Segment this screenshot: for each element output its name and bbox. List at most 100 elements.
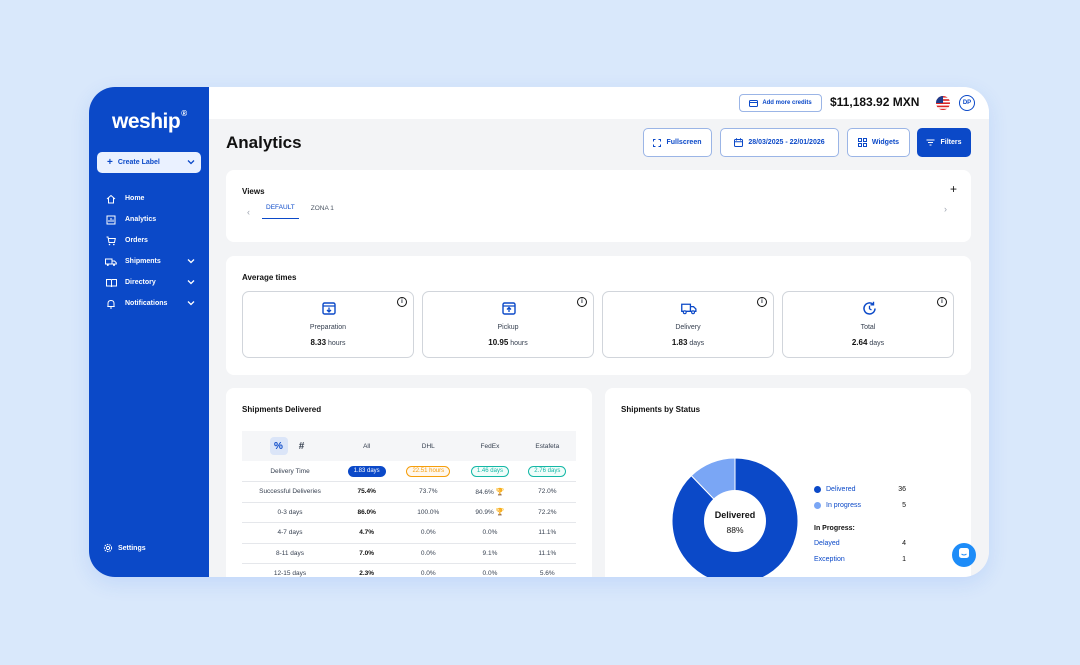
- sidebar-item-settings[interactable]: Settings: [103, 543, 146, 553]
- legend-item-delivered[interactable]: Delivered 36: [814, 482, 906, 498]
- table-row: 4-7 days 4.7% 0.0% 0.0% 11.1%: [242, 522, 576, 544]
- trophy-icon: 🏆: [495, 509, 505, 517]
- trophy-icon: 🏆: [495, 488, 505, 496]
- legend-count: 5: [902, 501, 906, 509]
- row-label: 4-7 days: [242, 522, 338, 544]
- views-card: Views + ‹ DEFAULT ZONA 1 ›: [226, 170, 971, 242]
- shipments-by-status-card: Shipments by Status Delivered 88% Delive…: [605, 388, 971, 577]
- legend-dot: [814, 486, 821, 494]
- table-cell: 86.0%: [338, 502, 396, 523]
- add-view-icon[interactable]: +: [949, 182, 957, 196]
- column-header[interactable]: All: [338, 431, 396, 461]
- filters-button[interactable]: Filters: [917, 128, 971, 157]
- table-row: 8-11 days 7.0% 0.0% 9.1% 11.1%: [242, 543, 576, 564]
- table-cell: 72.0%: [518, 481, 576, 503]
- sidebar-item-notifications[interactable]: Notifications: [105, 293, 195, 314]
- table-cell: 5.6%: [518, 563, 576, 577]
- table-cell: 0.0%: [395, 563, 462, 577]
- shipments-by-status-title: Shipments by Status: [621, 405, 701, 414]
- tab-default[interactable]: DEFAULT: [262, 204, 299, 219]
- grid-icon: [857, 138, 867, 147]
- delivery-time-badge: 1.83 days: [347, 465, 386, 477]
- status-legend: Delivered 36 In progress 5 In Progress: …: [814, 482, 906, 567]
- table-cell: 9.1%: [461, 543, 519, 564]
- logo[interactable]: weship®: [112, 109, 187, 133]
- delivery-time-badge: 2.76 days: [528, 465, 567, 477]
- chevron-down-icon[interactable]: [187, 300, 195, 308]
- create-label-button[interactable]: + Create Label: [97, 152, 201, 173]
- time-value: 8.33 hours: [310, 338, 346, 347]
- bell-icon: [105, 298, 117, 310]
- tab-zona-1[interactable]: ZONA 1: [310, 204, 334, 212]
- legend-label: In progress: [826, 501, 862, 509]
- fullscreen-button[interactable]: Fullscreen: [643, 128, 712, 157]
- sidebar-item-analytics[interactable]: Analytics: [105, 209, 195, 230]
- sidebar-item-label: Orders: [125, 237, 148, 244]
- gear-icon: [103, 543, 113, 553]
- avatar[interactable]: DP: [959, 95, 975, 111]
- table-cell: 0.0%: [461, 522, 519, 544]
- settings-label: Settings: [118, 544, 146, 552]
- chevron-down-icon[interactable]: [187, 159, 195, 167]
- delivery-time-card: i Delivery 1.83 days: [602, 291, 774, 358]
- table-cell: 84.6% 🏆: [461, 481, 519, 503]
- table-cell: 11.1%: [518, 522, 576, 544]
- chevron-left-icon[interactable]: ‹: [247, 206, 250, 217]
- date-range-button[interactable]: 28/03/2025 - 22/01/2026: [720, 128, 839, 157]
- box-down-icon: [321, 300, 337, 316]
- info-icon[interactable]: i: [577, 297, 587, 307]
- table-cell: 0.0%: [461, 563, 519, 577]
- chat-support-button[interactable]: [952, 543, 976, 567]
- shipments-delivered-card: Shipments Delivered % # All DHL FedEx: [226, 388, 592, 577]
- table-cell: 11.1%: [518, 543, 576, 564]
- table-cell: 4.7%: [338, 522, 396, 544]
- in-progress-label: Exception: [814, 555, 845, 563]
- info-icon[interactable]: i: [757, 297, 767, 307]
- legend-item-in-progress[interactable]: In progress 5: [814, 498, 906, 514]
- add-credits-button[interactable]: Add more credits: [739, 94, 822, 112]
- sidebar-nav: Home Analytics Orders Shipments Director…: [105, 188, 195, 314]
- donut-hole: [704, 490, 766, 552]
- sidebar-item-directory[interactable]: Directory: [105, 272, 195, 293]
- sidebar-item-label: Analytics: [125, 216, 157, 223]
- cart-icon: [105, 235, 117, 247]
- donut-center-label: Delivered: [715, 510, 756, 520]
- percent-toggle-button[interactable]: %: [269, 437, 288, 455]
- sidebar-item-home[interactable]: Home: [105, 188, 195, 209]
- us-flag-icon[interactable]: [936, 96, 950, 110]
- sidebar-item-orders[interactable]: Orders: [105, 230, 195, 251]
- table-cell: 75.4%: [338, 481, 396, 503]
- fullscreen-icon: [653, 138, 662, 147]
- chat-icon: [958, 546, 970, 564]
- info-icon[interactable]: i: [937, 297, 947, 307]
- date-range-label: 28/03/2025 - 22/01/2026: [748, 139, 825, 146]
- sidebar-item-label: Directory: [125, 279, 156, 286]
- in-progress-item-delayed[interactable]: Delayed 4: [814, 536, 906, 552]
- filter-icon: [926, 139, 935, 146]
- chevron-right-icon[interactable]: ›: [944, 204, 947, 214]
- widgets-button[interactable]: Widgets: [847, 128, 910, 157]
- column-header[interactable]: Estafeta: [518, 431, 576, 461]
- count-toggle-button[interactable]: #: [298, 440, 305, 452]
- in-progress-item-exception[interactable]: Exception 1: [814, 552, 906, 568]
- column-header[interactable]: FedEx: [461, 431, 519, 461]
- column-header[interactable]: DHL: [395, 431, 462, 461]
- in-progress-heading: In Progress:: [814, 525, 855, 532]
- table-header-row: % # All DHL FedEx Estafeta: [242, 431, 576, 461]
- info-icon[interactable]: i: [397, 297, 407, 307]
- table-cell: 0.0%: [395, 522, 462, 544]
- sidebar-item-label: Home: [125, 195, 145, 202]
- table-row: Delivery Time 1.83 days 22.51 hours 1.46…: [242, 461, 576, 482]
- row-label: 12-15 days: [242, 563, 338, 577]
- sidebar-item-label: Notifications: [125, 300, 168, 307]
- views-tabs: ‹ DEFAULT ZONA 1: [247, 204, 346, 219]
- chevron-down-icon[interactable]: [187, 279, 195, 287]
- average-times-title: Average times: [242, 273, 297, 282]
- table-cell: 90.9% 🏆: [461, 502, 519, 523]
- time-value: 2.64 days: [851, 338, 885, 347]
- top-bar: Add more credits $11,183.92 MXN DP: [209, 87, 989, 119]
- chevron-down-icon[interactable]: [187, 258, 195, 266]
- sidebar-item-shipments[interactable]: Shipments: [105, 251, 195, 272]
- table-row: 12-15 days 2.3% 0.0% 0.0% 5.6%: [242, 563, 576, 577]
- view-toggle-cell: % #: [242, 431, 338, 461]
